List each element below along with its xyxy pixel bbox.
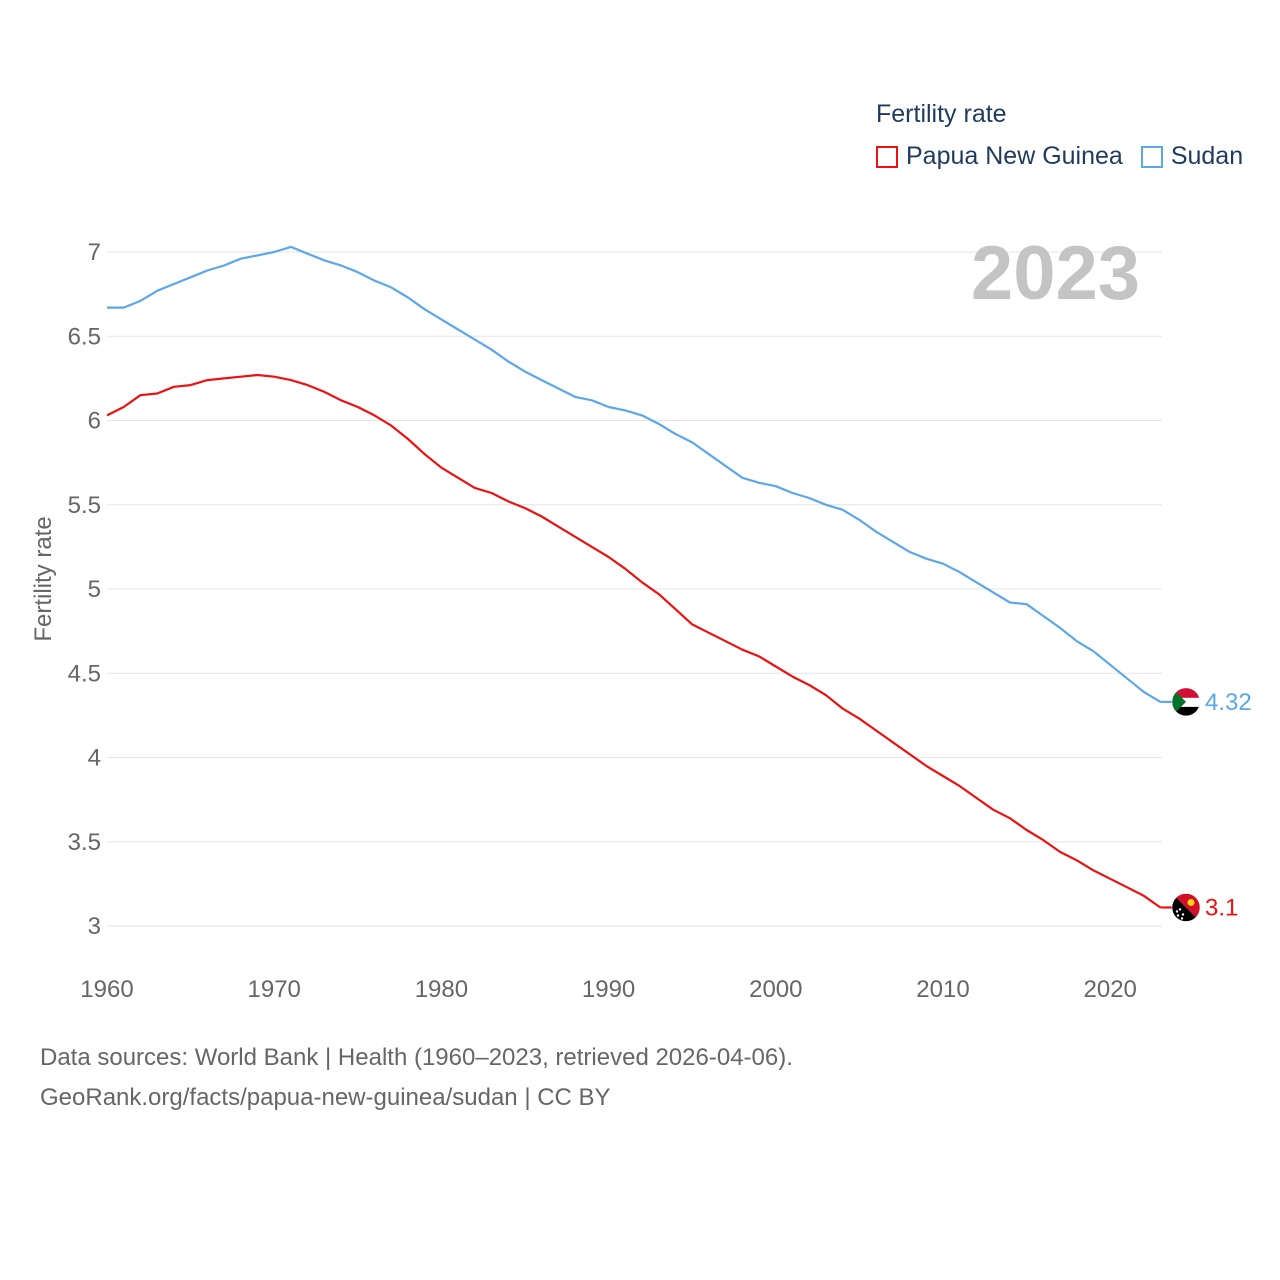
y-tick-label: 7 [88, 239, 101, 266]
end-value-papua-new-guinea: 3.1 [1205, 894, 1238, 921]
legend-label-papua-new-guinea: Papua New Guinea [906, 142, 1123, 170]
series-line-sudan [107, 245, 1161, 703]
x-tick-label: 1990 [582, 976, 635, 1003]
x-tick-label: 2000 [749, 976, 802, 1003]
x-tick-label: 1980 [415, 976, 468, 1003]
x-tick-label: 2020 [1084, 976, 1137, 1003]
y-tick-label: 3 [88, 913, 101, 940]
legend-item-papua-new-guinea[interactable]: Papua New Guinea [876, 142, 1123, 171]
source-line-1: Data sources: World Bank | Health (1960–… [40, 1044, 793, 1071]
flag-papua-new-guinea-icon [1171, 893, 1201, 922]
y-tick-label: 6 [88, 408, 101, 435]
legend-label-sudan: Sudan [1170, 142, 1244, 170]
end-value-sudan: 4.32 [1205, 689, 1252, 716]
legend-item-sudan[interactable]: Sudan [1140, 142, 1244, 171]
year-watermark: 2023 [971, 231, 1140, 316]
legend-swatch-sudan [1140, 145, 1163, 168]
source-line-2[interactable]: GeoRank.org/facts/papua-new-guinea/sudan… [40, 1084, 611, 1111]
flag-sudan-icon [1171, 687, 1201, 717]
y-tick-label: 3.5 [68, 829, 101, 856]
y-tick-label: 6.5 [68, 323, 101, 350]
y-tick-label: 5 [88, 576, 101, 603]
end-labels: 3.1 4.32 [1160, 687, 1252, 922]
y-tick-label: 4 [88, 745, 101, 772]
legend-title: Fertility rate [876, 100, 1007, 128]
y-axis-ticks: 3 3.5 4 4.5 5 5.5 6 6.5 7 [68, 239, 101, 940]
legend-swatch-papua-new-guinea [876, 145, 898, 168]
y-tick-label: 5.5 [68, 492, 101, 519]
y-tick-label: 4.5 [68, 660, 101, 687]
x-tick-label: 1970 [248, 976, 301, 1003]
x-tick-label: 2010 [916, 976, 969, 1003]
y-axis-label: Fertility rate [30, 516, 57, 641]
x-tick-label: 1960 [80, 976, 133, 1003]
grid-lines [107, 251, 1162, 927]
series-lines [106, 245, 1162, 909]
legend: Papua New Guinea Sudan [876, 142, 1261, 171]
series-line-papua-new-guinea [106, 373, 1162, 909]
x-axis-ticks: 1960 1970 1980 1990 2000 2010 2020 [80, 976, 1137, 1003]
